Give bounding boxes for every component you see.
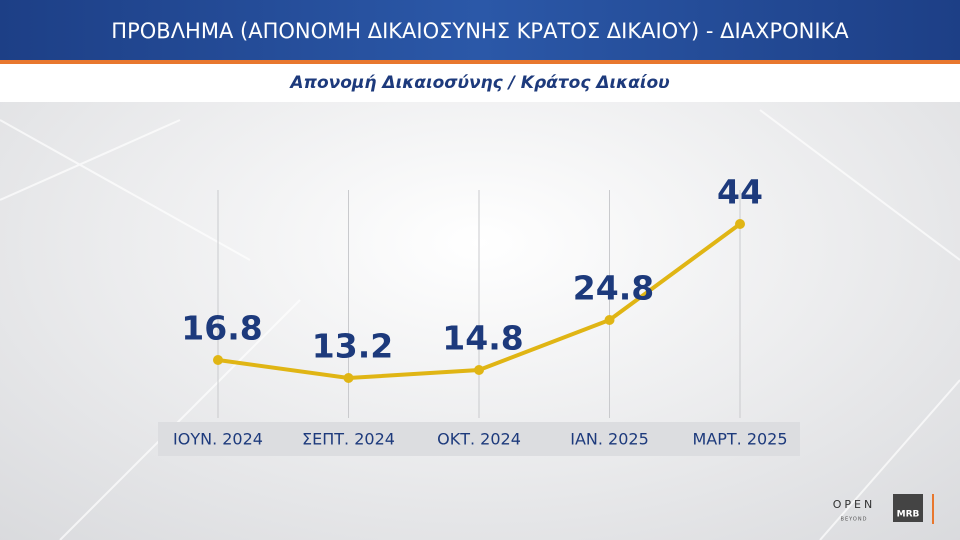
logo-mrb: MRB	[897, 510, 920, 520]
header-accent	[0, 60, 960, 64]
logo-open: OPEN	[833, 498, 875, 511]
data-label: 44	[717, 173, 763, 212]
data-label: 13.2	[312, 327, 393, 366]
subtitle-band	[0, 64, 960, 102]
plot-area: ΙΟΥΝ. 2024 ΣΕΠΤ. 2024 ΟΚΤ. 2024 ΙΑΝ. 2025 ΜΑ…	[173, 173, 788, 449]
x-tick-label: ΜΑΡΤ. 2025	[692, 430, 787, 449]
x-tick-label: ΙΟΥΝ. 2024	[173, 430, 263, 449]
data-label: 24.8	[573, 269, 654, 308]
data-point	[604, 315, 615, 325]
category-band	[158, 422, 800, 456]
data-point	[735, 219, 745, 229]
logo-mrb-box	[893, 494, 923, 522]
data-label: 14.8	[442, 319, 523, 358]
x-tick-label: ΣΕΠΤ. 2024	[302, 430, 395, 449]
logo-beyond: BEYOND	[841, 517, 868, 523]
header-band	[0, 0, 960, 60]
x-tick-label: ΙΑΝ. 2025	[570, 430, 649, 449]
chart-subtitle: Απονομή Δικαιοσύνης / Κράτος Δικαίου	[288, 73, 669, 93]
data-label: 16.8	[181, 309, 262, 348]
logo-accent	[932, 494, 934, 524]
data-point	[213, 355, 223, 365]
x-tick-label: ΟΚΤ. 2024	[437, 430, 521, 449]
background-decor	[0, 109, 960, 540]
data-point	[343, 373, 354, 383]
data-point	[474, 365, 484, 375]
chart-title: ΠΡΟΒΛΗΜΑ (ΑΠΟΝΟΜΗ ΔΙΚΑΙΟΣΥΝΗΣ ΚΡΑΤΟΣ ΔΙΚ…	[111, 19, 849, 43]
